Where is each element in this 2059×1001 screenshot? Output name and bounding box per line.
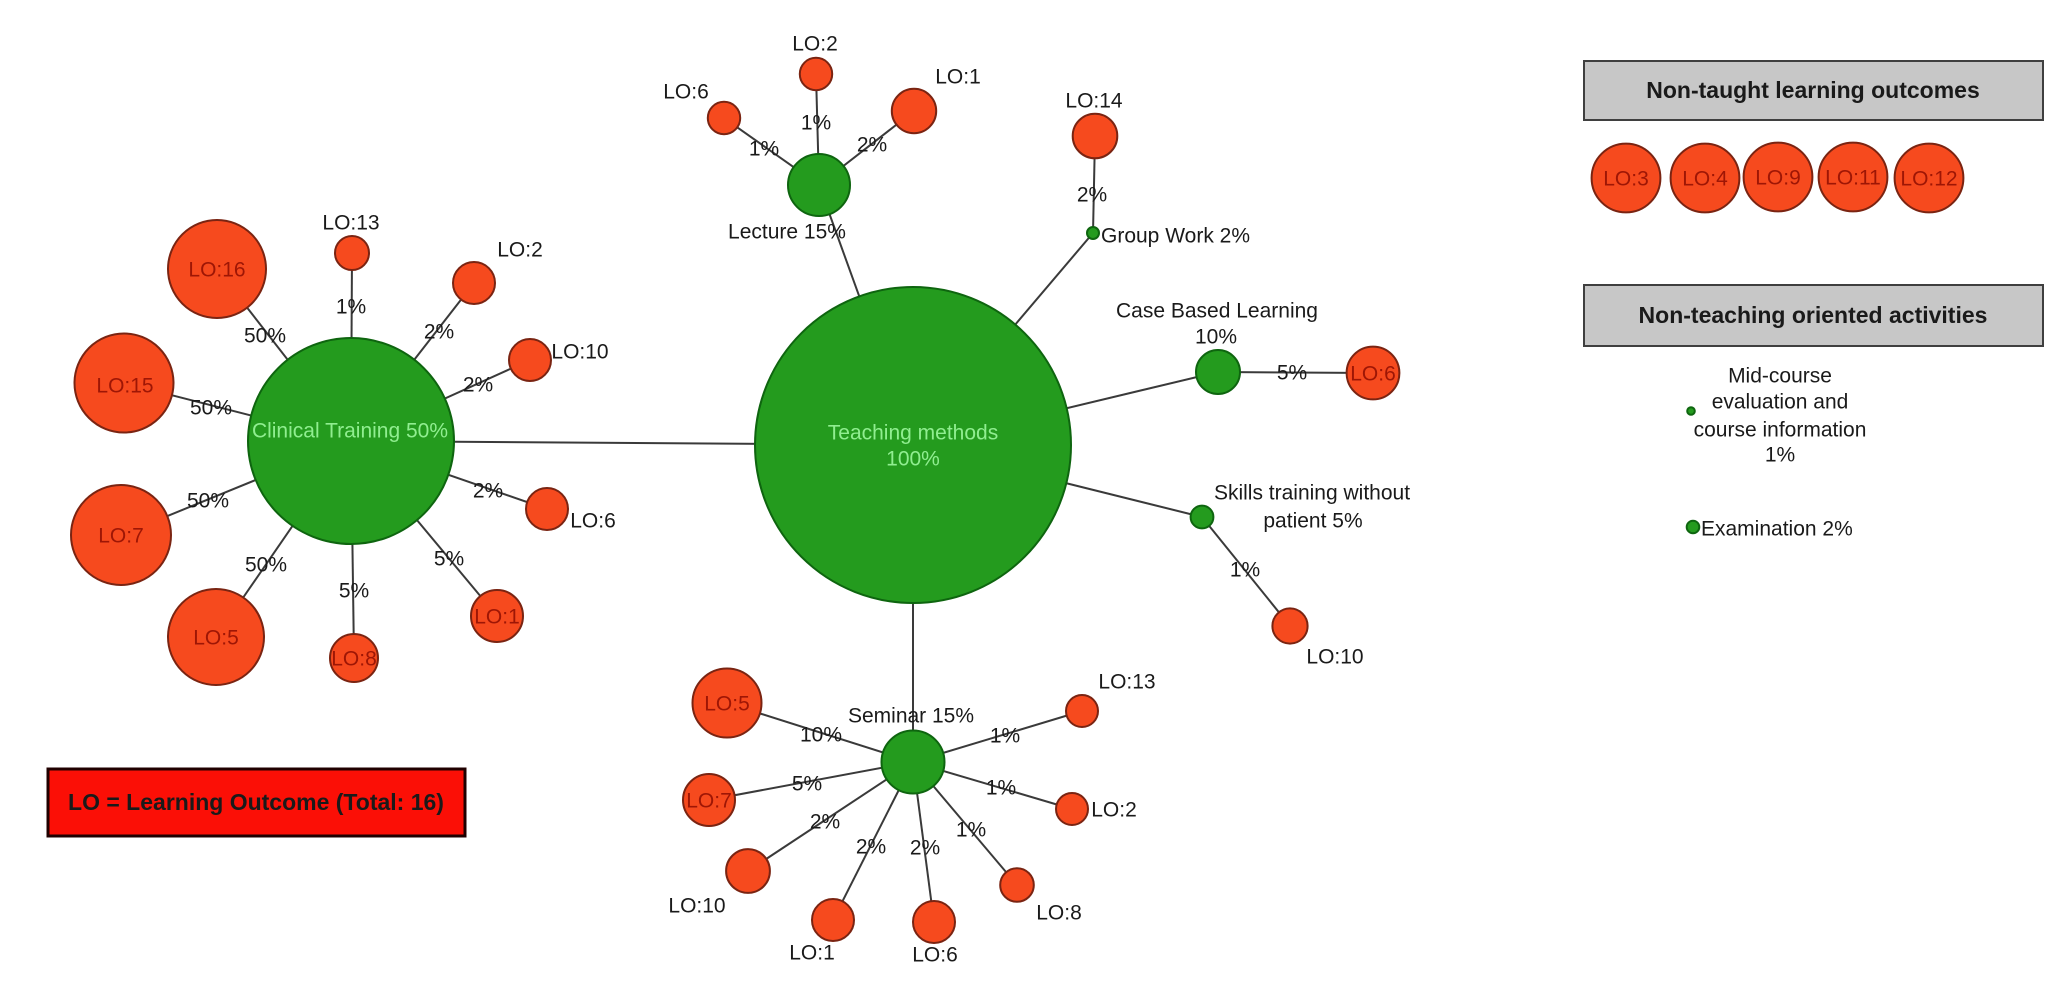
svg-text:Mid-course: Mid-course: [1728, 365, 1832, 388]
svg-text:5%: 5%: [1277, 362, 1307, 385]
svg-text:5%: 5%: [792, 773, 822, 796]
svg-text:course information: course information: [1694, 419, 1867, 442]
svg-text:2%: 2%: [1077, 184, 1107, 207]
svg-text:LO:8: LO:8: [331, 648, 377, 671]
svg-text:evaluation and: evaluation and: [1712, 391, 1849, 414]
svg-text:LO:14: LO:14: [1065, 90, 1123, 113]
svg-text:LO:2: LO:2: [792, 33, 838, 56]
svg-text:2%: 2%: [856, 836, 886, 859]
svg-text:1%: 1%: [1765, 444, 1795, 467]
svg-text:Lecture 15%: Lecture 15%: [728, 221, 846, 244]
svg-text:1%: 1%: [1230, 559, 1260, 582]
svg-text:5%: 5%: [339, 580, 369, 603]
svg-text:10%: 10%: [800, 724, 842, 747]
svg-text:LO:5: LO:5: [704, 693, 750, 716]
svg-text:LO = Learning Outcome (Total:: LO = Learning Outcome (Total: 16): [68, 789, 444, 815]
svg-text:LO:2: LO:2: [497, 239, 543, 262]
svg-text:patient 5%: patient 5%: [1263, 510, 1362, 533]
svg-text:LO:9: LO:9: [1755, 167, 1801, 190]
svg-text:1%: 1%: [336, 296, 366, 319]
svg-text:Group Work 2%: Group Work 2%: [1101, 225, 1250, 248]
svg-text:Case Based Learning: Case Based Learning: [1116, 300, 1318, 323]
svg-text:2%: 2%: [910, 837, 940, 860]
svg-text:100%: 100%: [886, 448, 940, 471]
svg-text:LO:6: LO:6: [1350, 363, 1396, 386]
svg-text:LO:13: LO:13: [322, 212, 379, 235]
svg-text:2%: 2%: [424, 321, 454, 344]
svg-text:1%: 1%: [956, 819, 986, 842]
svg-text:50%: 50%: [245, 554, 287, 577]
svg-text:LO:5: LO:5: [193, 627, 239, 650]
svg-text:Non-taught learning outcomes: Non-taught learning outcomes: [1646, 77, 1980, 103]
svg-text:LO:15: LO:15: [96, 375, 153, 398]
svg-text:Teaching methods: Teaching methods: [828, 422, 998, 445]
svg-text:LO:1: LO:1: [935, 66, 981, 89]
svg-text:LO:8: LO:8: [1036, 902, 1082, 925]
svg-text:LO:1: LO:1: [474, 606, 520, 629]
svg-text:LO:10: LO:10: [551, 341, 608, 364]
svg-text:LO:11: LO:11: [1825, 167, 1881, 190]
svg-text:LO:10: LO:10: [1306, 646, 1363, 669]
svg-text:LO:2: LO:2: [1091, 799, 1137, 822]
svg-text:LO:12: LO:12: [1900, 168, 1957, 191]
svg-text:LO:6: LO:6: [570, 510, 616, 533]
svg-text:2%: 2%: [473, 480, 503, 503]
svg-text:LO:13: LO:13: [1098, 671, 1155, 694]
svg-text:2%: 2%: [857, 134, 887, 157]
svg-text:2%: 2%: [463, 374, 493, 397]
svg-text:LO:6: LO:6: [912, 944, 958, 967]
svg-text:LO:6: LO:6: [663, 81, 709, 104]
svg-text:Seminar 15%: Seminar 15%: [848, 705, 974, 728]
svg-text:Non-teaching oriented activiti: Non-teaching oriented activities: [1639, 302, 1988, 328]
svg-text:Examination 2%: Examination 2%: [1701, 518, 1853, 541]
svg-text:Clinical Training 50%: Clinical Training 50%: [252, 420, 448, 443]
svg-text:LO:7: LO:7: [98, 525, 144, 548]
svg-text:50%: 50%: [190, 397, 232, 420]
svg-text:LO:1: LO:1: [789, 942, 835, 965]
svg-text:50%: 50%: [244, 325, 286, 348]
svg-text:Skills training without: Skills training without: [1214, 482, 1410, 505]
svg-text:1%: 1%: [749, 138, 779, 161]
svg-text:1%: 1%: [990, 725, 1020, 748]
svg-text:LO:10: LO:10: [668, 895, 725, 918]
svg-text:5%: 5%: [434, 548, 464, 571]
svg-text:2%: 2%: [810, 811, 840, 834]
svg-text:LO:7: LO:7: [686, 790, 732, 813]
svg-text:LO:16: LO:16: [188, 259, 245, 282]
svg-text:50%: 50%: [187, 490, 229, 513]
svg-text:1%: 1%: [801, 112, 831, 135]
svg-text:1%: 1%: [986, 777, 1016, 800]
svg-text:10%: 10%: [1195, 326, 1237, 349]
svg-text:LO:4: LO:4: [1682, 168, 1728, 191]
svg-text:LO:3: LO:3: [1603, 168, 1649, 191]
